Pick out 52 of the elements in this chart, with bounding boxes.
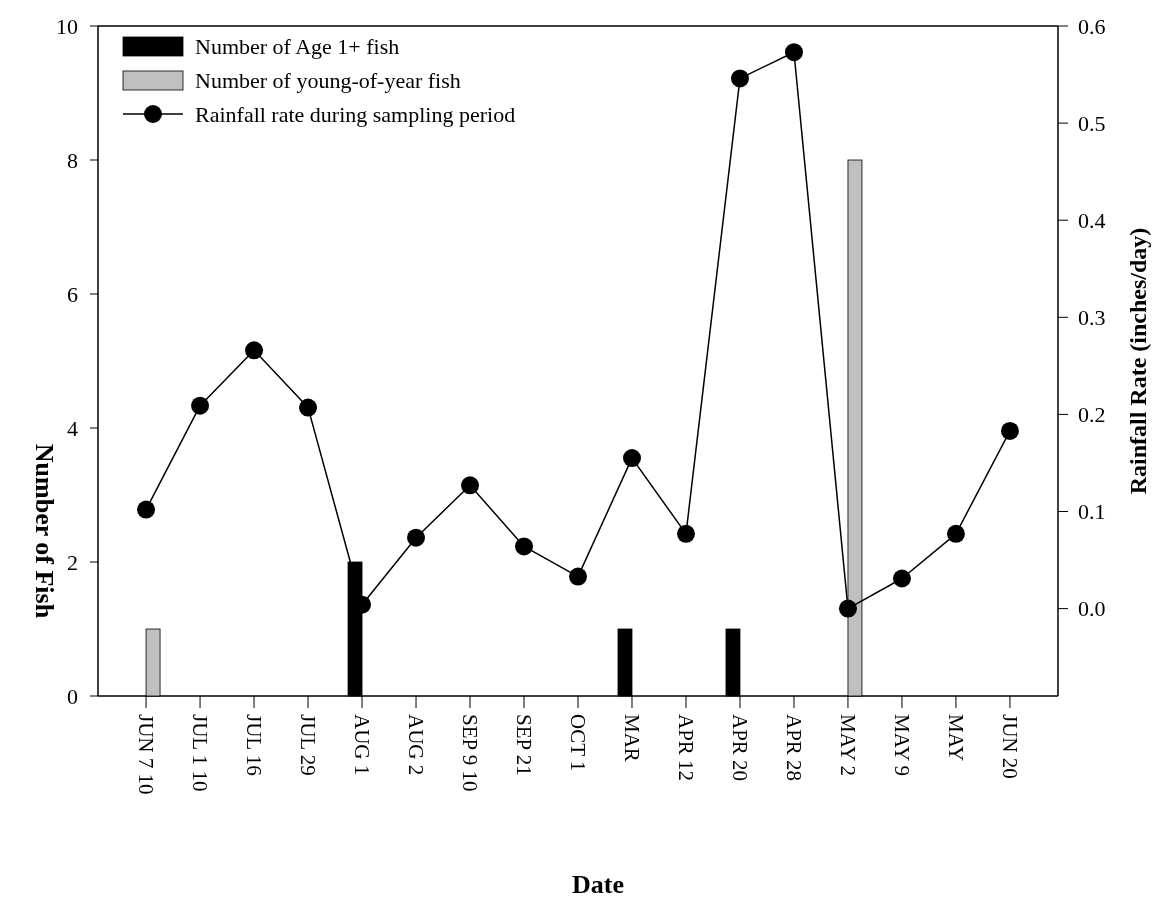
x-tick-label: AUG 1 bbox=[349, 714, 374, 776]
y-tick-label: 2 bbox=[67, 549, 78, 575]
point bbox=[137, 500, 156, 519]
y-tick-label: 6 bbox=[67, 281, 78, 307]
x-tick-label: APR 28 bbox=[781, 714, 806, 782]
x-tick-label: JUN 20 bbox=[997, 714, 1022, 779]
x-tick-label: MAY 2 bbox=[835, 714, 860, 777]
y-tick-label: 4 bbox=[67, 415, 78, 441]
legend-label: Number of Age 1+ fish bbox=[195, 33, 400, 59]
x-tick-label: OCT 1 bbox=[565, 714, 590, 772]
y-tick-label: 0 bbox=[67, 683, 78, 709]
x-tick-label: AUG 2 bbox=[403, 714, 428, 776]
point bbox=[191, 396, 210, 415]
x-tick-label: MAY bbox=[943, 714, 968, 762]
point bbox=[946, 524, 965, 543]
y-tick-label: 10 bbox=[56, 13, 78, 39]
point bbox=[1000, 421, 1019, 440]
x-tick-label: MAR bbox=[619, 714, 644, 762]
point bbox=[676, 524, 695, 543]
y2-tick-label: 0.6 bbox=[1078, 13, 1106, 39]
x-tick-label: JUL 16 bbox=[241, 714, 266, 776]
x-tick-label: SEP 21 bbox=[511, 714, 536, 776]
point bbox=[569, 567, 587, 586]
y2-tick-label: 0.5 bbox=[1078, 110, 1106, 136]
point bbox=[461, 476, 480, 495]
x-tick-label: JUN 7 10 bbox=[133, 714, 158, 795]
point bbox=[838, 599, 857, 618]
y2-tick-label: 0.1 bbox=[1078, 499, 1106, 525]
y2-tick-label: 0.3 bbox=[1078, 305, 1106, 330]
y2-tick-label: 0.4 bbox=[1078, 207, 1106, 233]
legend-label: Rainfall rate during sampling period bbox=[195, 101, 516, 127]
y-tick-label: 8 bbox=[67, 147, 78, 173]
legend-label: Number of young-of-year fish bbox=[195, 67, 461, 93]
point bbox=[245, 341, 264, 360]
x-tick-label: APR 20 bbox=[727, 714, 752, 782]
point bbox=[784, 43, 803, 62]
x-tick-label: JUL 29 bbox=[295, 714, 320, 776]
point bbox=[407, 528, 426, 547]
y2-tick-label: 0.0 bbox=[1078, 596, 1106, 622]
x-axis-title: Date bbox=[572, 870, 624, 899]
y-axis-title: Number of Fish bbox=[30, 443, 59, 619]
point bbox=[730, 69, 749, 88]
point bbox=[299, 398, 318, 417]
point bbox=[892, 569, 911, 588]
x-tick-label: JUL 1 10 bbox=[187, 714, 212, 792]
x-tick-label: SEP 9 10 bbox=[457, 714, 482, 792]
y2-axis-title: Rainfall Rate (inches/day) bbox=[1125, 227, 1151, 495]
x-tick-label: MAY 9 bbox=[889, 714, 914, 777]
x-tick-label: APR 12 bbox=[673, 714, 698, 782]
point bbox=[622, 449, 641, 468]
y2-tick-label: 0.2 bbox=[1078, 402, 1106, 428]
point bbox=[515, 537, 534, 556]
